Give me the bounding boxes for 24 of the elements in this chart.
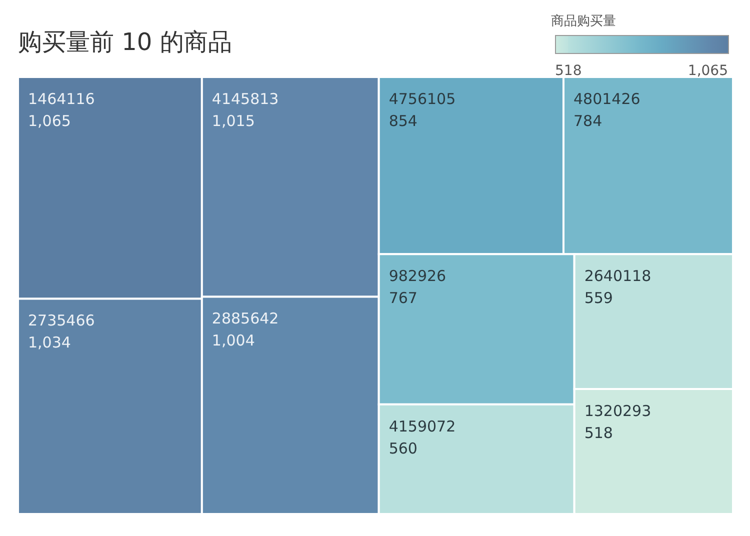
text: 购买量前 10 的商品 xyxy=(18,27,232,58)
category-label: 2735466 xyxy=(28,312,95,330)
data-label: 560 xyxy=(388,439,418,458)
data-label: 784 xyxy=(573,112,602,130)
text: 1,065 xyxy=(688,63,728,79)
category-label: 2885642 xyxy=(212,310,279,328)
data-label: 1,065 xyxy=(28,112,71,130)
category-label: 1464116 xyxy=(28,90,95,108)
data-label: 559 xyxy=(584,289,613,308)
category-label: 4756105 xyxy=(388,90,456,108)
data-label: 1,034 xyxy=(28,334,71,352)
data-label: 767 xyxy=(388,289,418,308)
data-label: 1,004 xyxy=(212,332,255,350)
category-label: 1320293 xyxy=(584,402,652,420)
category-label: 4801426 xyxy=(573,90,640,108)
data-label: 854 xyxy=(388,112,418,130)
category-label: 4145813 xyxy=(212,90,279,108)
data-label: 1,015 xyxy=(212,112,255,130)
color-bar-title: 商品购买量 xyxy=(551,14,616,29)
category-label: 4159072 xyxy=(388,417,456,436)
category-label: 982926 xyxy=(388,267,446,286)
data-label: 518 xyxy=(584,424,613,442)
text: 518 xyxy=(555,63,582,79)
category-label: 2640118 xyxy=(584,267,652,286)
